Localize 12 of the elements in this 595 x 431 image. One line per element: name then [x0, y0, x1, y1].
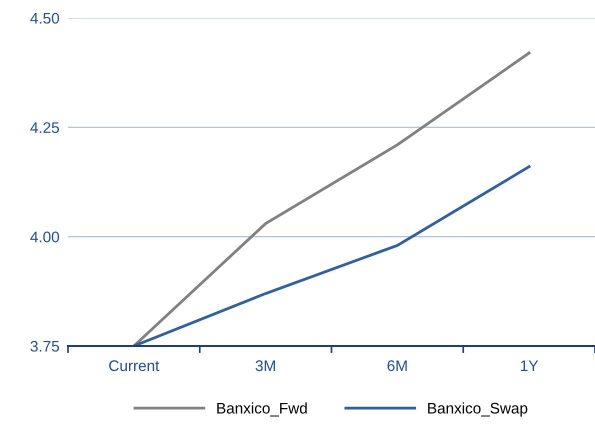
legend-label: Banxico_Swap [428, 402, 528, 417]
x-tick-label: 1Y [520, 360, 538, 371]
y-tick-label: 4.25 [30, 122, 60, 134]
x-tick-label: 6M [388, 360, 407, 372]
y-tick-label: 3.75 [30, 340, 60, 352]
x-tick-label: 3M [256, 360, 275, 372]
line-series [132, 52, 531, 346]
legend-label: Banxico_Fwd [217, 402, 307, 416]
y-tick-label: 4.00 [30, 232, 60, 242]
x-tick-label: Current [109, 360, 160, 372]
line-series [132, 165, 531, 346]
y-tick-label: 4.50 [30, 12, 60, 24]
